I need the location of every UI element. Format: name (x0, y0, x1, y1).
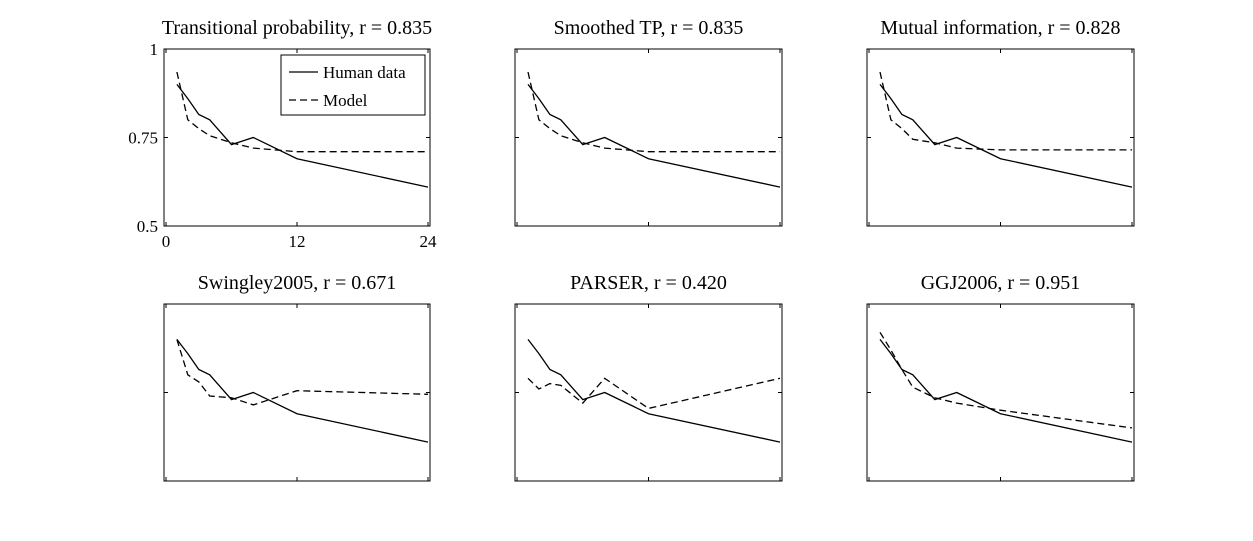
series-line-human-data (879, 339, 1133, 443)
axes-box (866, 303, 1135, 482)
chart-title: GGJ2006, r = 0.951 (921, 272, 1081, 294)
chart-title: Transitional probability, r = 0.835 (162, 17, 432, 39)
x-tick-label: 12 (289, 232, 306, 251)
series-line-model (527, 377, 781, 410)
series-line-human-data (527, 84, 781, 188)
axes-box (163, 303, 431, 482)
series-line-human-data (176, 339, 429, 443)
axes-box (514, 48, 783, 227)
series-line-human-data (176, 84, 429, 188)
axes-box (514, 303, 783, 482)
legend: Human data Model (280, 54, 426, 116)
x-tick-label: 0 (162, 232, 171, 251)
chart-panel-2: Smoothed TP, r = 0.835 (514, 17, 783, 227)
chart-title: Smoothed TP, r = 0.835 (554, 17, 744, 39)
y-tick-label: 0.75 (128, 129, 158, 148)
series-line-model (176, 71, 428, 153)
legend-entry-label: Model (323, 91, 368, 110)
y-tick-label: 1 (150, 40, 159, 59)
chart-title: Swingley2005, r = 0.671 (198, 272, 397, 294)
chart-title: Mutual information, r = 0.828 (880, 17, 1120, 39)
series-line-human-data (527, 339, 781, 443)
chart-title: PARSER, r = 0.420 (570, 272, 727, 294)
y-tick-label: 0.5 (137, 217, 158, 236)
legend-entry-label: Human data (323, 63, 406, 82)
chart-panel-5: PARSER, r = 0.420 (514, 272, 783, 482)
chart-panel-4: Swingley2005, r = 0.671 (163, 272, 431, 482)
series-line-model (879, 331, 1133, 429)
legend-box (280, 54, 426, 116)
series-line-model (176, 339, 429, 406)
chart-panel-6: GGJ2006, r = 0.951 (866, 272, 1135, 482)
axes-box (866, 48, 1135, 227)
x-tick-label: 24 (420, 232, 438, 251)
series-line-human-data (879, 84, 1133, 188)
series-line-model (527, 71, 780, 153)
series-line-model (879, 71, 1132, 151)
chart-panel-3: Mutual information, r = 0.828 (866, 17, 1135, 227)
